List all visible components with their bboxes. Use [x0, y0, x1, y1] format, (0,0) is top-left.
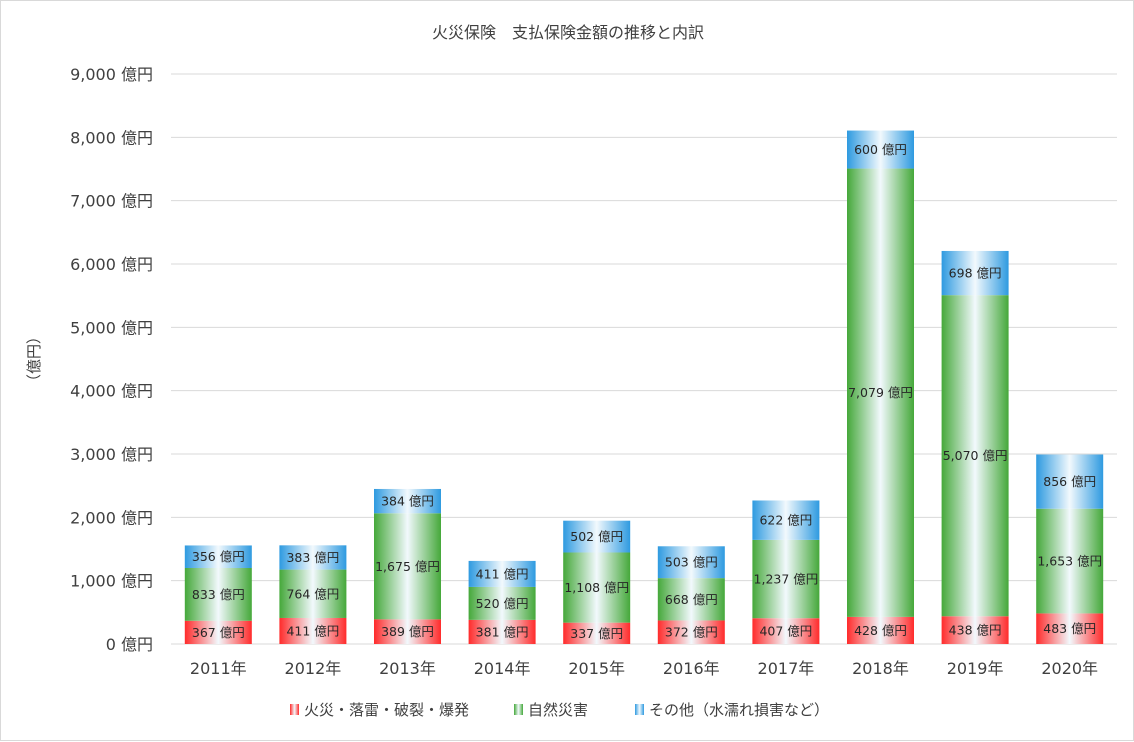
y-tick-label: 2,000 億円 — [70, 508, 153, 527]
data-label: 1,108 億円 — [564, 580, 629, 595]
bar-segment — [468, 619, 536, 644]
data-label: 389 億円 — [381, 624, 434, 639]
bar-segment — [1036, 454, 1104, 509]
x-tick-label: 2016年 — [663, 659, 720, 678]
bar-segment — [279, 569, 347, 618]
data-label: 407 億円 — [759, 624, 812, 639]
bars — [184, 130, 1104, 644]
data-label: 698 億円 — [949, 266, 1002, 281]
x-tick-label: 2014年 — [474, 659, 531, 678]
legend-swatch — [514, 704, 523, 715]
bar-segment — [657, 578, 725, 621]
y-tick-label: 3,000 億円 — [70, 445, 153, 464]
y-tick-label: 1,000 億円 — [70, 572, 153, 591]
bar-segment — [752, 618, 820, 644]
bar-segment — [184, 620, 252, 644]
bar-segment — [279, 545, 347, 570]
data-label: 356 億円 — [192, 549, 245, 564]
data-label: 337 億円 — [570, 626, 623, 641]
data-label: 5,070 億円 — [943, 448, 1008, 463]
bar-segment — [941, 295, 1009, 617]
bar-segment — [374, 513, 441, 620]
y-tick-label: 7,000 億円 — [70, 192, 153, 211]
legend-label: 自然災害 — [528, 701, 588, 719]
x-tick-label: 2011年 — [190, 659, 247, 678]
bar-segment — [279, 617, 347, 644]
data-label: 1,653 億円 — [1037, 554, 1102, 569]
bar-segment — [1036, 613, 1104, 644]
bar-segment — [468, 560, 536, 587]
bar-segment — [184, 568, 252, 621]
y-tick-label: 5,000 億円 — [70, 318, 153, 337]
y-axis-ticks: 0 億円 1,000 億円 2,000 億円 3,000 億円 4,000 億円 5,00… — [70, 65, 153, 654]
legend: 火災・落雷・破裂・爆発 自然災害 その他（水濡れ損害など） — [290, 701, 829, 719]
legend-swatch — [635, 704, 644, 715]
x-tick-label: 2019年 — [947, 659, 1004, 678]
bar-segment — [374, 488, 441, 514]
x-tick-label: 2020年 — [1041, 659, 1098, 678]
bar-segment — [1036, 508, 1104, 614]
data-label: 502 億円 — [570, 529, 623, 544]
bar-segment — [752, 539, 820, 619]
y-tick-label: 9,000 億円 — [70, 65, 153, 84]
x-tick-label: 2012年 — [285, 659, 342, 678]
x-tick-label: 2017年 — [758, 659, 815, 678]
y-tick-label: 8,000 億円 — [70, 128, 153, 147]
bar-segment — [941, 616, 1009, 644]
bar-segment — [847, 168, 914, 617]
bar-segment — [563, 552, 631, 623]
y-tick-label: 4,000 億円 — [70, 382, 153, 401]
y-tick-label: 6,000 億円 — [70, 255, 153, 274]
bar-segment — [563, 520, 631, 553]
data-label: 383 億円 — [286, 550, 339, 565]
data-label: 428 億円 — [854, 623, 907, 638]
data-label: 503 億円 — [665, 555, 718, 570]
bar-segment — [563, 622, 631, 644]
x-axis-ticks: 2011年 2012年 2013年 2014年 2015年 2016年 2017年 2018年… — [190, 659, 1098, 678]
data-label: 367 億円 — [192, 625, 245, 640]
data-labels: 367 億円 833 億円 356 億円 411 億円 764 億円 383 億円 389 … — [192, 142, 1102, 641]
bar-segment — [847, 130, 914, 169]
bar-segment — [657, 546, 725, 579]
data-label: 384 億円 — [381, 494, 434, 509]
data-label: 833 億円 — [192, 587, 245, 602]
data-label: 411 億円 — [286, 623, 339, 638]
data-label: 764 億円 — [286, 586, 339, 601]
x-tick-label: 2015年 — [568, 659, 625, 678]
bar-segment — [184, 545, 252, 568]
data-label: 483 億円 — [1043, 621, 1096, 636]
data-label: 1,675 億円 — [375, 559, 440, 574]
data-label: 856 億円 — [1043, 474, 1096, 489]
bar-segment — [374, 619, 441, 644]
data-label: 668 億円 — [665, 592, 718, 607]
bar-segment — [941, 250, 1009, 296]
data-label: 622 億円 — [759, 513, 812, 528]
legend-label: その他（水濡れ損害など） — [649, 701, 829, 719]
y-tick-label: 0 億円 — [106, 635, 153, 654]
x-tick-label: 2018年 — [852, 659, 909, 678]
bar-segment — [847, 616, 914, 644]
data-label: 600 億円 — [854, 142, 907, 157]
legend-label: 火災・落雷・破裂・爆発 — [304, 701, 469, 719]
data-label: 520 億円 — [476, 596, 529, 611]
x-tick-label: 2013年 — [379, 659, 436, 678]
data-label: 7,079 億円 — [848, 385, 913, 400]
bar-segment — [468, 586, 536, 620]
legend-swatch — [290, 704, 299, 715]
data-label: 1,237 億円 — [754, 572, 819, 587]
data-label: 411 億円 — [476, 566, 529, 581]
bar-segment — [752, 500, 820, 540]
chart-title: 火災保険 支払保険金額の推移と内訳 — [432, 23, 704, 42]
bar-segment — [657, 620, 725, 644]
data-label: 381 億円 — [476, 624, 529, 639]
y-axis-label: （億円） — [25, 329, 43, 389]
data-label: 372 億円 — [665, 625, 718, 640]
data-label: 438 億円 — [949, 623, 1002, 638]
